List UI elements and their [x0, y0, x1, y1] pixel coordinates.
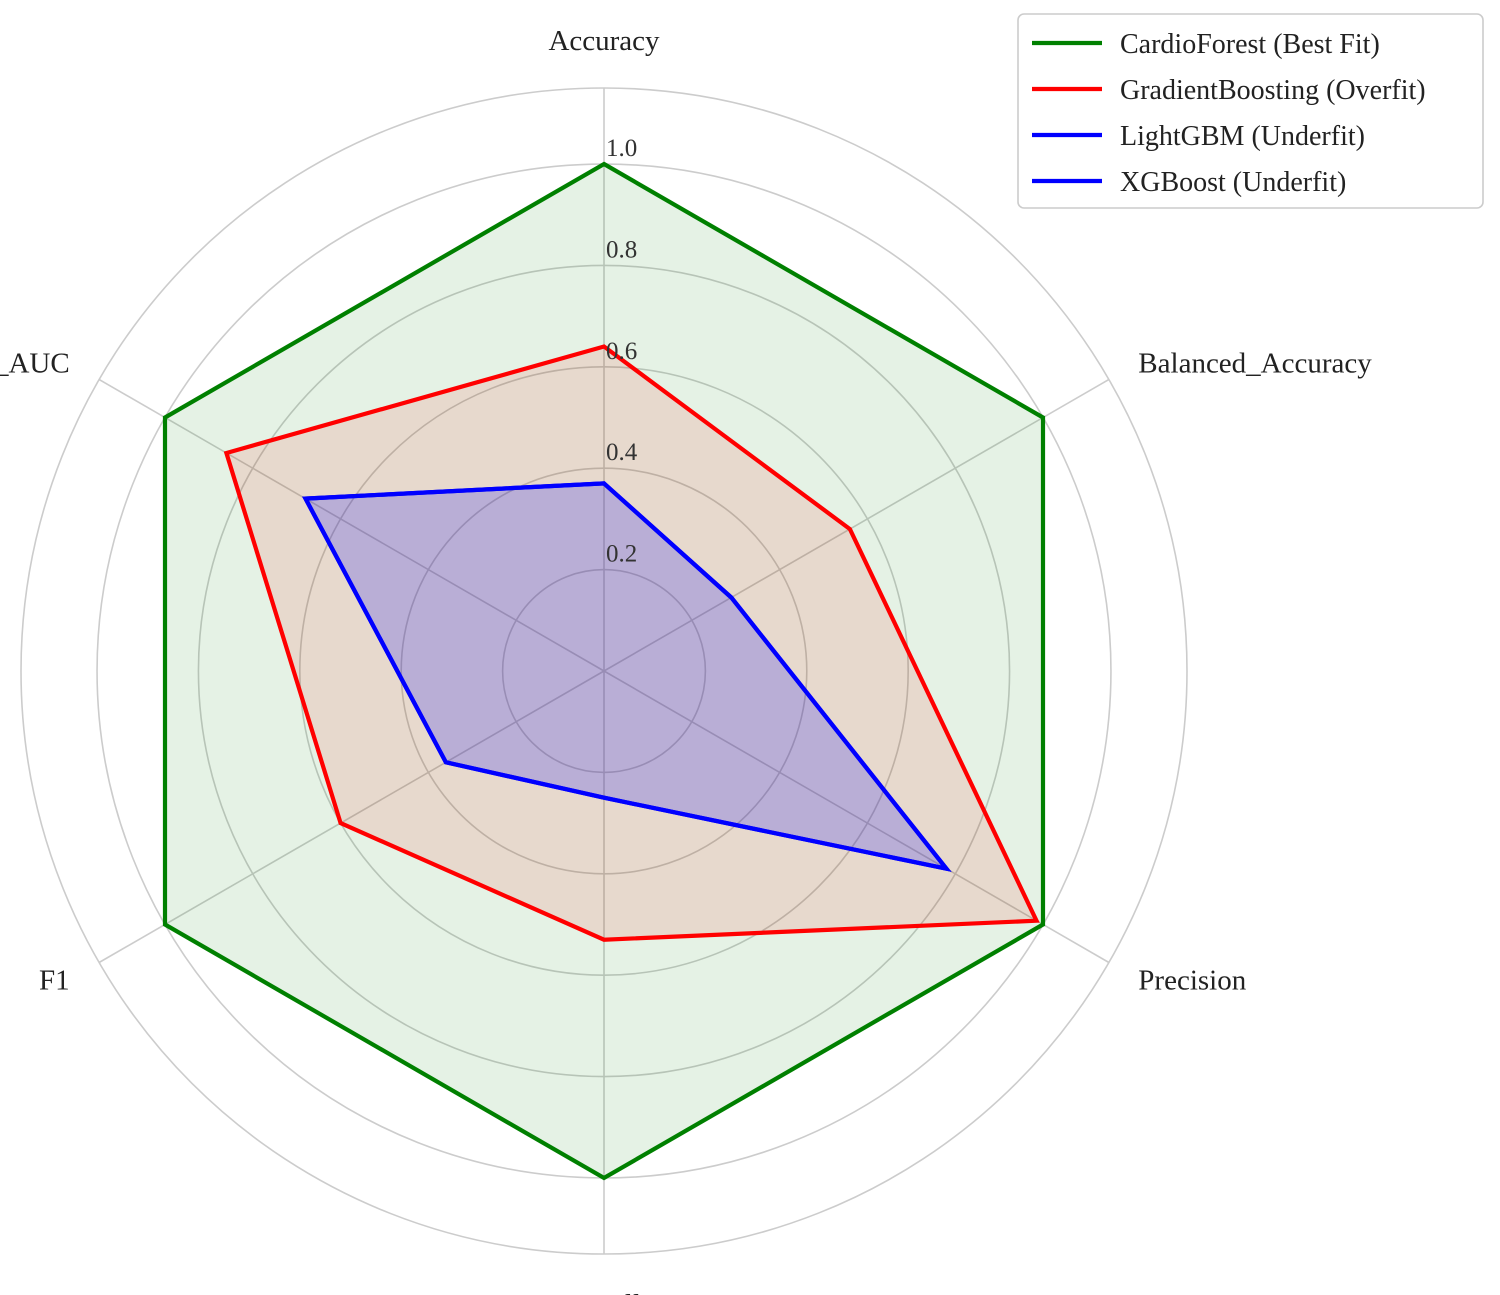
radar-grid	[20, 87, 1188, 1255]
grid-spoke	[98, 670, 605, 964]
legend-label: GradientBoosting (Overfit)	[1120, 75, 1426, 106]
radial-tick-label: 0.6	[606, 338, 637, 365]
legend-label: CardioForest (Best Fit)	[1120, 29, 1380, 60]
axis-labels: Accuracy Balanced_Accuracy Precision Recall…	[0, 25, 1372, 1295]
radial-tick-labels: 0.2 0.4 0.6 0.8 1.0	[606, 135, 638, 568]
radial-tick-label: 0.2	[606, 541, 637, 568]
axis-label: ROC_AUC	[0, 348, 70, 380]
series-line	[302, 481, 952, 872]
series-fill	[165, 164, 1043, 1178]
grid-spoke	[98, 378, 605, 672]
series-fill	[305, 483, 947, 869]
axis-label: F1	[39, 965, 70, 997]
axis-label: Accuracy	[548, 25, 660, 57]
axis-label: Precision	[1138, 965, 1246, 997]
legend-box	[1017, 13, 1484, 209]
radial-tick-label: 0.8	[606, 236, 637, 263]
grid-spoke	[603, 670, 1110, 964]
legend-label: LightGBM (Underfit)	[1120, 121, 1365, 152]
axis-label: Balanced_Accuracy	[1138, 348, 1372, 380]
series-fill	[226, 346, 1037, 940]
series-line	[223, 344, 1040, 942]
grid-spoke	[603, 378, 1110, 672]
axis-label: Recall	[567, 1289, 641, 1295]
chart-legend: CardioForest (Best Fit) GradientBoosting …	[1017, 13, 1484, 209]
radial-tick-label: 1.0	[606, 135, 637, 162]
radial-tick-label: 0.4	[606, 439, 638, 466]
series-fill	[305, 483, 947, 869]
legend-label: XGBoost (Underfit)	[1120, 167, 1346, 198]
radar-series	[162, 161, 1046, 1181]
series-line	[162, 161, 1046, 1181]
